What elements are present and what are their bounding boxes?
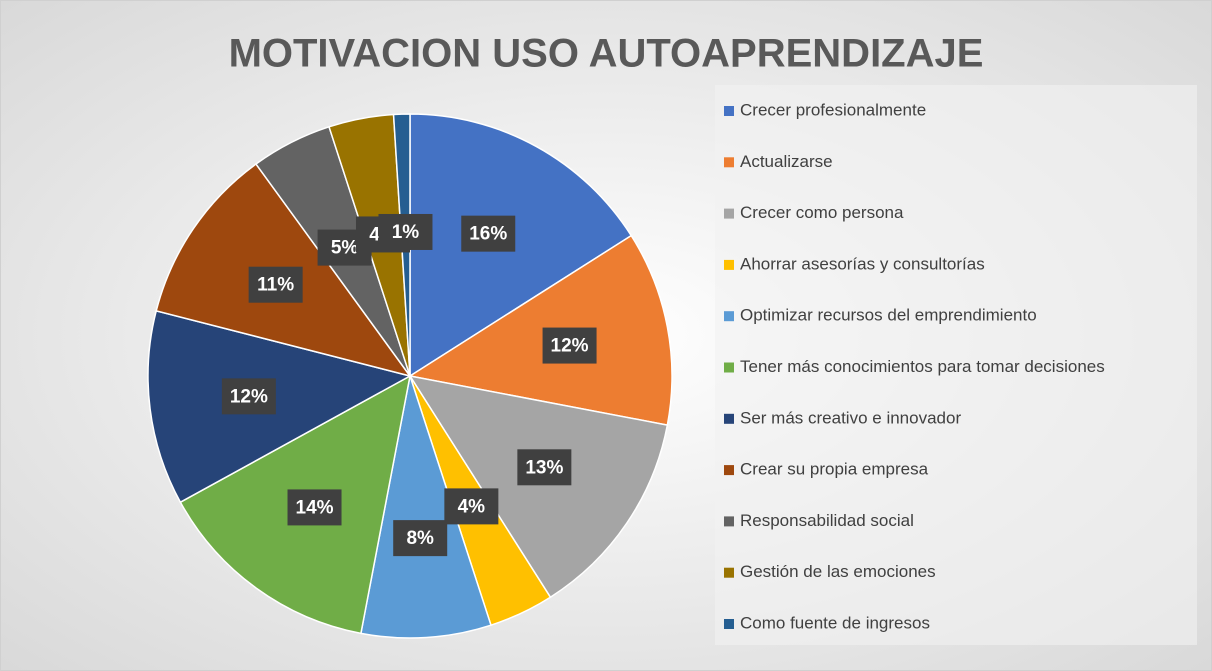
data-label-box <box>444 488 499 525</box>
chart-title: MOTIVACION USO AUTOAPRENDIZAJE <box>229 32 984 76</box>
pie-slice <box>147 309 413 504</box>
legend-swatch <box>724 619 734 629</box>
data-label: 12% <box>230 386 268 407</box>
legend-label: Como fuente de ingresos <box>740 613 930 632</box>
legend-label: Responsabilidad social <box>740 511 914 530</box>
data-label: 5% <box>331 238 359 259</box>
legend-label: Actualizarse <box>740 152 833 171</box>
legend-swatch <box>724 413 734 424</box>
legend-swatch <box>724 362 734 373</box>
data-label: 14% <box>296 497 334 518</box>
legend-label: Ahorrar asesorías y consultorías <box>740 254 985 273</box>
data-label: 4% <box>458 496 486 517</box>
legend-swatch <box>724 106 734 116</box>
legend-label: Ser más creativo e innovador <box>740 408 961 427</box>
data-label: 8% <box>406 528 434 549</box>
data-label: 11% <box>257 275 294 296</box>
legend-label: Crecer como persona <box>740 203 904 222</box>
data-label: 16% <box>469 224 507 245</box>
data-label: 1% <box>392 222 420 243</box>
legend-label: Crear su propia empresa <box>740 460 929 479</box>
legend-swatch <box>724 516 734 527</box>
data-label-box <box>378 213 433 250</box>
legend-swatch <box>724 567 734 578</box>
data-label: 12% <box>551 336 589 357</box>
data-label-box <box>221 378 276 415</box>
legend-swatch <box>724 259 734 270</box>
legend-label: Tener más conocimientos para tomar decis… <box>740 357 1105 376</box>
data-label-box <box>542 327 597 364</box>
legend-swatch <box>724 157 734 168</box>
legend-label: Crecer profesionalmente <box>740 100 926 119</box>
data-label-box <box>287 489 342 526</box>
pie-slice <box>407 234 673 426</box>
data-label: 13% <box>525 457 563 478</box>
legend-swatch <box>724 465 734 476</box>
data-label-box <box>393 520 448 557</box>
legend-box <box>715 85 1197 645</box>
legend-swatch <box>724 208 734 219</box>
legend-label: Gestión de las emociones <box>740 562 936 581</box>
data-label-box <box>461 215 516 252</box>
legend-swatch <box>724 311 734 322</box>
legend-label: Optimizar recursos del emprendimiento <box>740 306 1037 325</box>
data-label-box <box>517 449 572 486</box>
pie-slice <box>409 113 633 378</box>
pie-slice <box>360 375 492 639</box>
pie-slice <box>408 374 669 599</box>
data-label-box <box>248 266 303 303</box>
